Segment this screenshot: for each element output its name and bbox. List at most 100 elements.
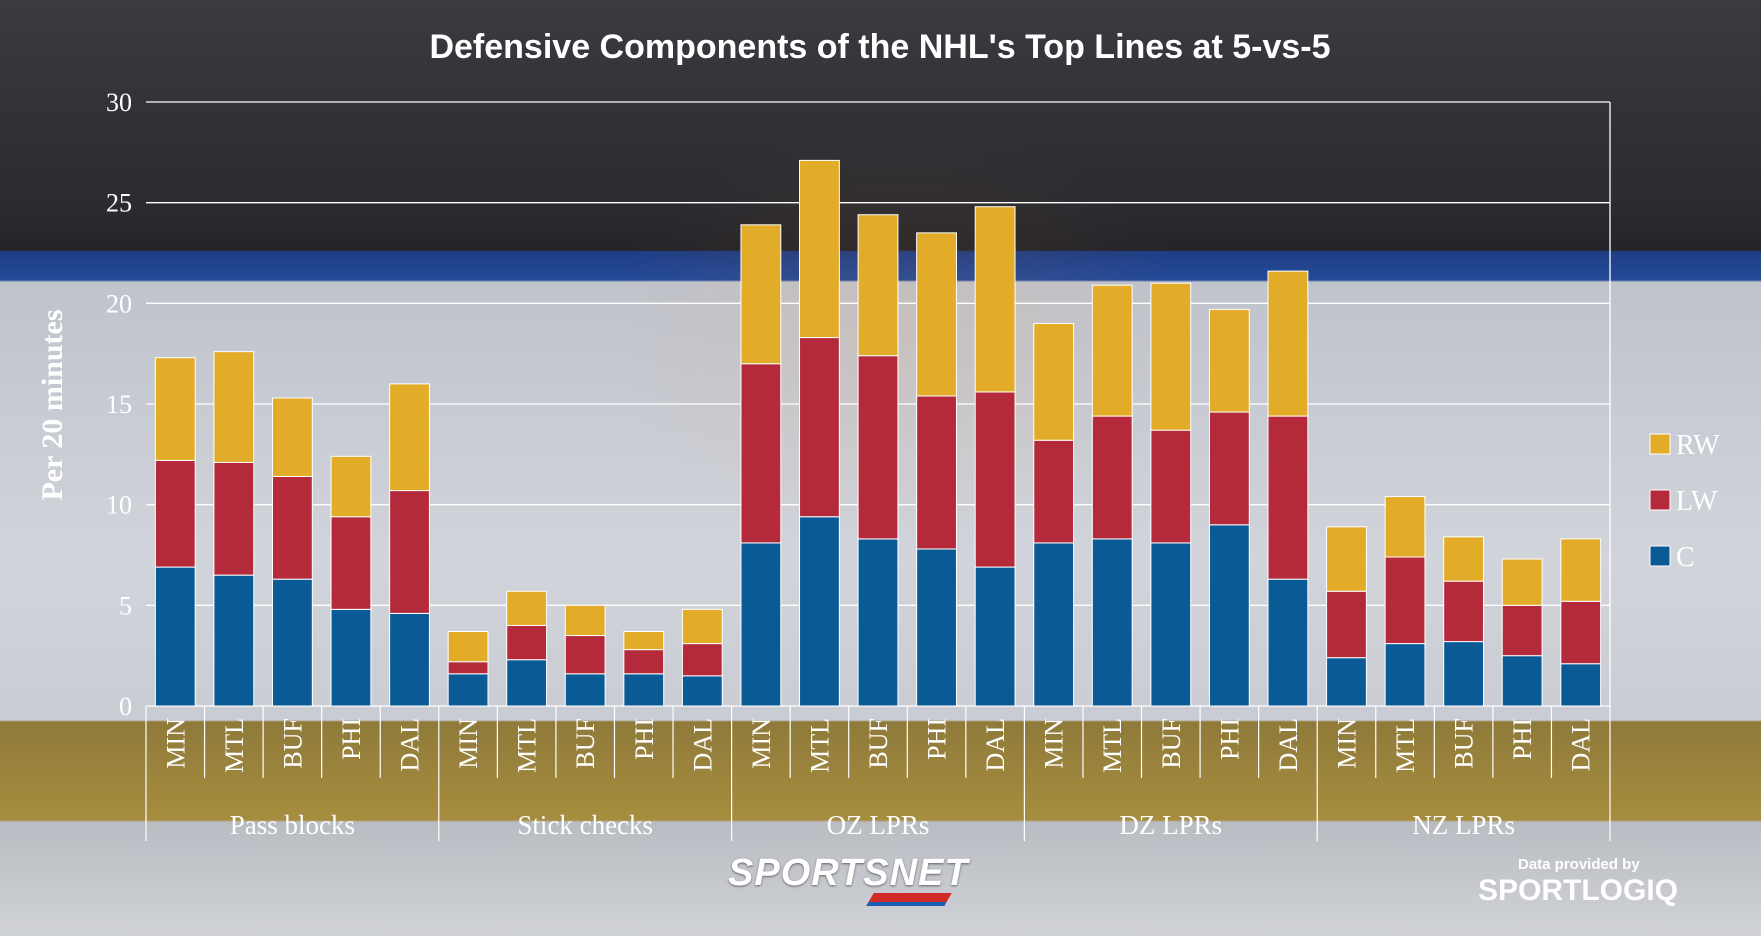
bar-segment-c [1091,538,1133,707]
bar-segment-lw [1384,556,1426,645]
y-tick-label: 25 [106,189,132,218]
bar-segment-c [447,673,489,707]
bar-segment-c [681,675,723,707]
bar-segment-c [1033,542,1075,707]
bar-segment-lw [1560,600,1602,665]
bars [154,159,1602,707]
bar-segment-c [974,566,1016,707]
bar-segment-lw [1150,429,1192,544]
bar-segment-c [1267,578,1309,707]
x-group-label: NZ LPRs [1412,810,1515,840]
bar-segment-rw [506,590,548,626]
bar-segment-lw [389,490,430,614]
sportlogiq-logo: SPORTLOGIQ [1478,874,1679,907]
bar-segment-lw [506,624,548,661]
x-tick-label-team: MTL [220,718,249,773]
x-tick-label-team: MIN [1040,718,1069,769]
bar-segment-lw [799,337,840,518]
x-tick-label-team: MTL [1098,718,1127,773]
bar-segment-rw [213,351,255,463]
bar-segment-lw [447,661,489,675]
bar-segment-c [389,612,430,707]
y-tick-label: 5 [119,591,132,620]
y-tick-label: 10 [106,491,132,520]
bar-segment-lw [1267,415,1309,580]
bar-segment-lw [154,459,196,568]
bar-segment-rw [740,224,782,365]
x-tick-label-team: PHI [1215,718,1244,760]
bar-segment-rw [564,604,606,637]
x-tick-label-team: DAL [1567,718,1596,771]
bar-segment-rw [1091,284,1133,417]
bar-segment-lw [1091,415,1133,540]
x-axis-categories: MIN MTL BUF PHI DAL Pass blocks MIN MTL BUF PHI DA… [145,706,1611,841]
legend: RW LW C [1649,430,1720,573]
x-tick-label-team: BUF [571,718,600,769]
bar-segment-rw [389,383,430,492]
x-tick-label-team: MTL [1391,718,1420,773]
bar-segment-c [1208,524,1250,707]
bar-segment-c [564,673,606,707]
bar-segment-lw [974,391,1016,568]
bar-segment-rw [623,631,665,651]
bar-segment-c [1501,655,1543,707]
x-tick-label-team: BUF [1450,718,1479,769]
legend-label-c: C [1676,542,1695,573]
x-tick-label-team: DAL [396,718,425,771]
bar-segment-rw [1033,322,1075,441]
x-group-label: Stick checks [517,810,653,840]
bar-segment-rw [1326,526,1367,592]
bar-segment-lw [623,649,665,675]
data-credit-text: Data provided by [1518,856,1640,873]
bar-segment-rw [330,455,372,518]
x-tick-label-team: MTL [513,718,542,773]
bar-segment-c [916,548,957,707]
bar-segment-c [154,566,196,707]
bar-segment-lw [681,643,723,677]
bar-segment-rw [447,631,489,663]
x-tick-label-team: PHI [1508,718,1537,760]
x-tick-label-team: BUF [278,718,307,769]
x-tick-label-team: DAL [688,718,717,771]
bar-segment-c [1150,542,1192,707]
y-tick-label: 20 [106,289,132,318]
y-tick-label: 0 [119,692,132,721]
bar-segment-c [1443,641,1485,707]
chart-title: Defensive Components of the NHL's Top Li… [429,28,1330,66]
bar-segment-lw [1501,604,1543,657]
bar-segment-c [1326,657,1367,707]
bar-segment-rw [1267,270,1309,417]
y-axis-label: Per 20 minutes [36,309,69,500]
bar-segment-lw [564,635,606,675]
x-tick-label-team: PHI [630,718,659,760]
x-tick-label-team: MIN [161,718,190,769]
bar-segment-lw [740,363,782,544]
x-tick-label-team: MIN [747,718,776,769]
bar-segment-lw [330,516,372,610]
x-tick-label-team: PHI [923,718,952,760]
bar-segment-rw [916,232,957,397]
bar-segment-rw [1501,558,1543,606]
legend-swatch-c [1649,545,1671,567]
legend-label-rw: RW [1676,430,1720,461]
x-tick-label-team: MIN [454,718,483,769]
bar-segment-lw [1326,590,1367,659]
x-tick-label-team: MIN [1332,718,1361,769]
bar-segment-rw [271,397,313,477]
bar-segment-c [799,516,840,707]
bar-segment-lw [857,355,899,540]
x-tick-label-team: DAL [1274,718,1303,771]
bar-segment-rw [1150,282,1192,431]
bar-segment-lw [1443,580,1485,643]
bar-segment-c [623,673,665,707]
bar-segment-rw [1384,496,1426,558]
bar-segment-c [506,659,548,707]
x-tick-label-team: BUF [1157,718,1186,769]
bar-segment-rw [681,608,723,645]
legend-label-lw: LW [1676,486,1718,517]
bar-segment-lw [1208,411,1250,526]
bar-segment-c [740,542,782,707]
y-axis-ticks: 0 5 10 15 20 25 30 [106,88,132,721]
